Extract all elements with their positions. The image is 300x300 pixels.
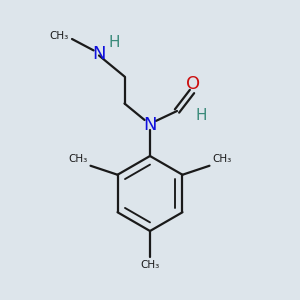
Text: CH₃: CH₃ bbox=[212, 154, 231, 164]
Text: CH₃: CH₃ bbox=[69, 154, 88, 164]
Text: O: O bbox=[186, 75, 201, 93]
Text: N: N bbox=[143, 116, 157, 134]
Text: N: N bbox=[92, 45, 106, 63]
Text: H: H bbox=[195, 108, 207, 123]
Text: H: H bbox=[109, 35, 120, 50]
Text: CH₃: CH₃ bbox=[140, 260, 160, 270]
Text: CH₃: CH₃ bbox=[49, 31, 68, 41]
